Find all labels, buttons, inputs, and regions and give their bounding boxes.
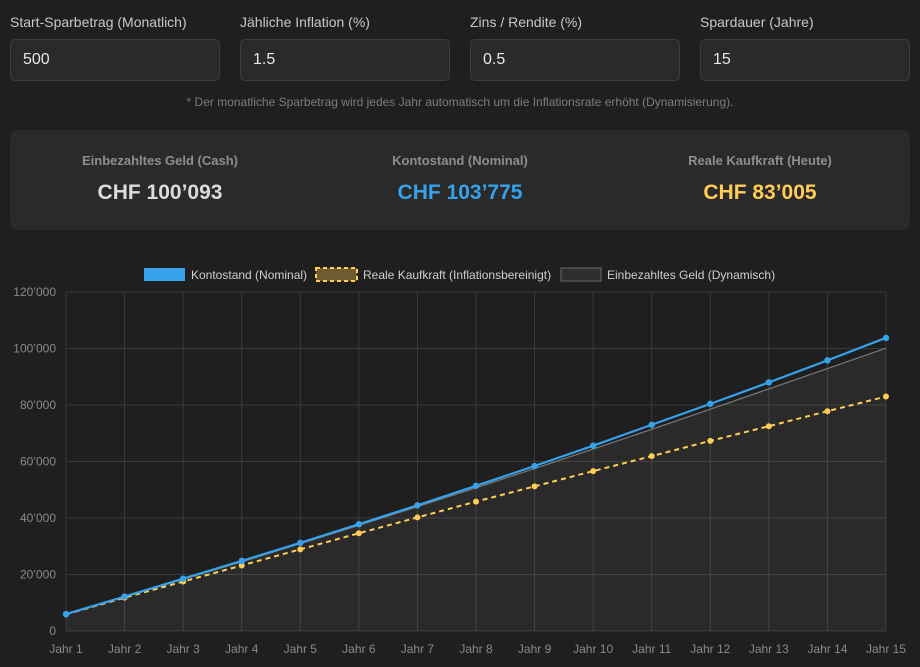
- real-point: [707, 437, 714, 444]
- nominal-point: [824, 357, 831, 364]
- real-point: [414, 514, 421, 521]
- real-point: [473, 498, 479, 505]
- savings-chart: 0 20’000 40’000 60’000 80’000 100’000 120’000 J…: [13, 267, 906, 656]
- nominal-point: [238, 557, 245, 565]
- x-tick-label: Jahr 9: [518, 642, 552, 656]
- interest-label: Zins / Rendite (%): [470, 14, 583, 30]
- nominal-point: [765, 379, 773, 386]
- real-point: [238, 562, 245, 569]
- legend-label-nominal: Kontostand (Nominal): [191, 268, 307, 282]
- field-interest: Zins / Rendite (%) 0.5: [470, 12, 680, 81]
- y-tick-label: 20’000: [20, 568, 56, 582]
- y-tick-label: 120’000: [13, 285, 56, 299]
- x-tick-label: Jahr 13: [749, 642, 789, 656]
- x-tick-label: Jahr 5: [284, 642, 318, 656]
- cash-label: Einbezahltes Geld (Cash): [81, 153, 239, 168]
- stat-real: Reale Kaufkraft (Heute) CHF 83’005: [610, 130, 910, 205]
- nominal-point: [297, 539, 304, 547]
- real-point: [824, 408, 831, 415]
- start-savings-input[interactable]: 500: [10, 39, 220, 81]
- nominal-point: [472, 482, 480, 489]
- x-tick-label: Jahr 12: [690, 642, 730, 656]
- field-inflation: Jähliche Inflation (%) 1.5: [240, 12, 450, 81]
- x-tick-label: Jahr 14: [807, 642, 847, 656]
- legend-swatch-contribution: [560, 267, 602, 282]
- real-point: [883, 393, 889, 400]
- y-tick-label: 60’000: [20, 455, 56, 469]
- dynamization-note: * Der monatliche Sparbetrag wird jedes J…: [186, 95, 734, 109]
- inflation-label: Jähliche Inflation (%): [240, 14, 370, 30]
- duration-label: Spardauer (Jahre): [700, 14, 814, 30]
- legend-label-contribution: Einbezahltes Geld (Dynamisch): [607, 268, 775, 282]
- x-tick-label: Jahr 4: [225, 642, 259, 656]
- nominal-point: [882, 334, 890, 342]
- interest-input[interactable]: 0.5: [470, 39, 680, 81]
- real-point: [531, 483, 538, 490]
- nominal-point: [707, 400, 714, 408]
- nominal-point: [355, 521, 363, 528]
- real-label: Reale Kaufkraft (Heute): [688, 153, 832, 168]
- y-tick-label: 80’000: [20, 398, 56, 412]
- real-point: [765, 423, 772, 430]
- inflation-input[interactable]: 1.5: [240, 39, 450, 81]
- y-tick-label: 0: [49, 624, 56, 638]
- real-point: [648, 453, 655, 460]
- real-point: [355, 530, 362, 537]
- real-point: [297, 546, 304, 553]
- x-tick-label: Jahr 3: [166, 642, 200, 656]
- y-tick-label: 40’000: [20, 511, 56, 525]
- x-tick-label: Jahr 15: [866, 642, 906, 656]
- nominal-point: [179, 575, 187, 582]
- nominal-point: [414, 502, 421, 509]
- stat-cash: Einbezahltes Geld (Cash) CHF 100’093: [10, 130, 310, 205]
- nominal-value: CHF 103’775: [397, 181, 523, 204]
- summary-panel: Einbezahltes Geld (Cash) CHF 100’093 Kon…: [10, 130, 910, 230]
- nominal-point: [648, 421, 655, 428]
- x-tick-label: Jahr 1: [49, 642, 83, 656]
- x-tick-label: Jahr 2: [108, 642, 142, 656]
- nominal-point: [62, 610, 70, 618]
- x-tick-label: Jahr 11: [632, 642, 671, 656]
- x-tick-label: Jahr 10: [573, 642, 613, 656]
- start-savings-label: Start-Sparbetrag (Monatlich): [10, 14, 187, 30]
- contribution-area: [66, 348, 886, 631]
- real-point: [590, 468, 597, 475]
- field-start-savings: Start-Sparbetrag (Monatlich) 500: [10, 12, 220, 81]
- duration-input[interactable]: 15: [700, 39, 910, 81]
- field-duration: Spardauer (Jahre) 15: [700, 12, 910, 81]
- stat-nominal: Kontostand (Nominal) CHF 103’775: [310, 130, 610, 205]
- input-row: Start-Sparbetrag (Monatlich) 500 Jählich…: [10, 12, 910, 84]
- x-tick-label: Jahr 7: [401, 642, 435, 656]
- cash-value: CHF 100’093: [97, 181, 223, 204]
- real-value: CHF 83’005: [703, 181, 817, 204]
- nominal-point: [531, 462, 538, 470]
- nominal-point: [121, 593, 128, 600]
- x-tick-label: Jahr 6: [342, 642, 376, 656]
- x-tick-label: Jahr 8: [459, 642, 493, 656]
- legend-label-real: Reale Kaufkraft (Inflationsbereinigt): [363, 268, 551, 282]
- y-tick-label: 100’000: [13, 342, 56, 356]
- nominal-point: [589, 442, 597, 449]
- legend-swatch-nominal: [144, 268, 185, 281]
- nominal-label: Kontostand (Nominal): [392, 153, 528, 168]
- legend-swatch-real: [315, 267, 358, 282]
